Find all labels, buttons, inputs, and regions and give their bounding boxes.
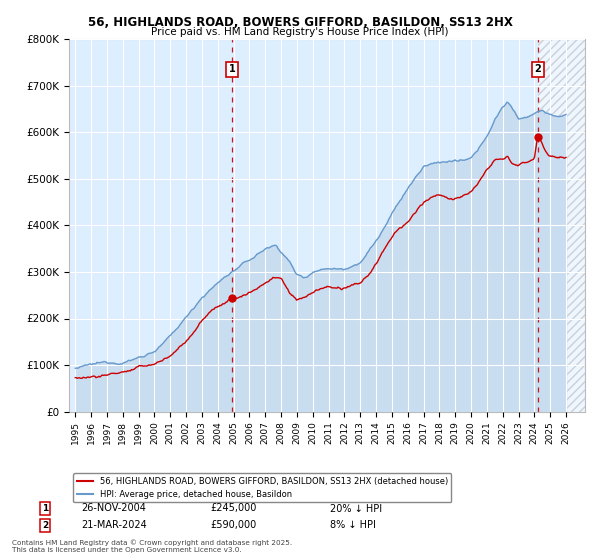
Text: Contains HM Land Registry data © Crown copyright and database right 2025.
This d: Contains HM Land Registry data © Crown c… (12, 540, 292, 553)
Text: 21-MAR-2024: 21-MAR-2024 (81, 520, 147, 530)
Legend: 56, HIGHLANDS ROAD, BOWERS GIFFORD, BASILDON, SS13 2HX (detached house), HPI: Av: 56, HIGHLANDS ROAD, BOWERS GIFFORD, BASI… (73, 474, 451, 502)
Text: 26-NOV-2004: 26-NOV-2004 (81, 503, 146, 514)
Text: £245,000: £245,000 (210, 503, 256, 514)
Text: 2: 2 (535, 64, 541, 74)
Text: Price paid vs. HM Land Registry's House Price Index (HPI): Price paid vs. HM Land Registry's House … (151, 27, 449, 37)
Text: 1: 1 (42, 504, 48, 513)
Text: 20% ↓ HPI: 20% ↓ HPI (330, 503, 382, 514)
Text: 56, HIGHLANDS ROAD, BOWERS GIFFORD, BASILDON, SS13 2HX: 56, HIGHLANDS ROAD, BOWERS GIFFORD, BASI… (88, 16, 512, 29)
Text: £590,000: £590,000 (210, 520, 256, 530)
Text: 1: 1 (229, 64, 235, 74)
Text: 8% ↓ HPI: 8% ↓ HPI (330, 520, 376, 530)
Text: 2: 2 (42, 521, 48, 530)
